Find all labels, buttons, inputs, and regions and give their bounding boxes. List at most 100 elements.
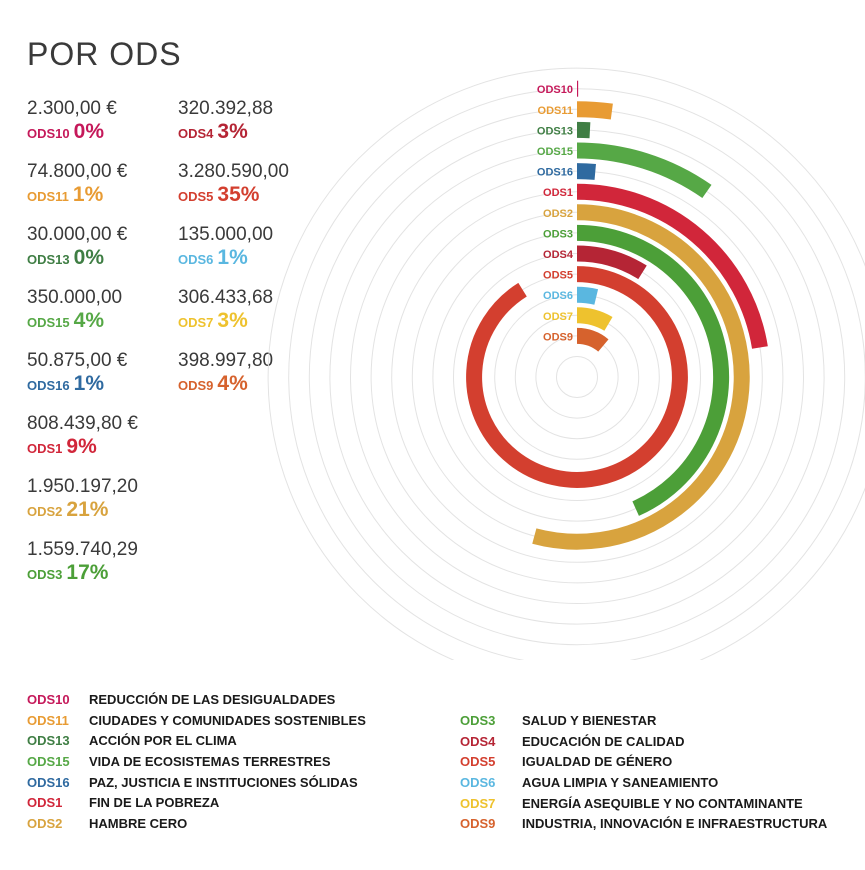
legend-item-ods4: ODS4 EDUCACIÓN DE CALIDAD [460,732,827,753]
stat-code: ODS3 [27,567,63,582]
legend-name: EDUCACIÓN DE CALIDAD [522,733,685,749]
legend-left: ODS10 REDUCCIÓN DE LAS DESIGUALDADES ODS11… [27,690,366,835]
legend-item-ods1: ODS1 FIN DE LA POBREZA [27,793,366,814]
stat-ods4: 320.392,88 ODS4 3% [178,98,328,146]
stat-amount: 2.300,00 € [27,98,117,119]
stat-ods16: 50.875,00 € ODS16 1% [27,350,177,398]
stat-percentage: 17% [66,561,109,584]
stat-code: ODS9 [178,378,214,393]
stat-amount: 350.000,00 [27,287,123,308]
bar-label-ods10: ODS10 [537,84,573,96]
stat-ods9: 398.997,80 ODS9 4% [178,350,328,398]
legend-item-ods6: ODS6 AGUA LIMPIA Y SANEAMIENTO [460,773,827,794]
grid-circle [514,314,640,440]
grid-circle [267,67,865,660]
stat-percentage: 3% [217,309,248,332]
stat-code: ODS2 [27,504,63,519]
stat-amount: 135.000,00 [178,224,274,245]
stat-code: ODS5 [178,189,214,204]
legend-code: ODS6 [460,775,496,791]
legend-name: ENERGÍA ASEQUIBLE Y NO CONTAMINANTE [522,795,803,811]
bar-ods4 [576,245,647,280]
stat-code: ODS11 [27,189,69,204]
legend-right: ODS3 SALUD Y BIENESTAR ODS4 EDUCACIÓN DE CA… [460,711,827,835]
bar-ods9 [576,327,609,352]
stat-amount: 30.000,00 € [27,224,128,245]
legend-item-ods2: ODS2 HAMBRE CERO [27,814,366,835]
legend-code: ODS1 [27,795,63,811]
bar-ods5 [466,266,688,488]
stat-ods1: 808.439,80 € ODS1 9% [27,413,177,461]
legend-name: HAMBRE CERO [89,816,188,832]
stat-code: ODS1 [27,441,63,456]
stat-amount: 3.280.590,00 [178,161,289,182]
legend-code: ODS11 [27,712,69,728]
legend-item-ods3: ODS3 SALUD Y BIENESTAR [460,711,827,732]
stat-ods5: 3.280.590,00 ODS5 35% [178,161,328,209]
legend-name: FIN DE LA POBREZA [89,795,220,811]
bar-label-ods13: ODS13 [537,125,573,137]
legend-item-ods11: ODS11 CIUDADES Y COMUNIDADES SOSTENIBLES [27,711,366,732]
legend-code: ODS2 [27,816,63,832]
bar-label-ods16: ODS16 [537,167,573,179]
legend-code: ODS4 [460,733,496,749]
bar-ods1 [576,183,768,349]
radial-bar-chart: ODS10 ODS11 ODS13 ODS15 ODS16 ODS1 ODS2 ODS3 ODS… [267,67,865,660]
legend-code: ODS13 [27,733,70,749]
legend-code: ODS9 [460,816,496,832]
legend-item-ods5: ODS5 IGUALDAD DE GÉNERO [460,752,827,773]
stat-percentage: 21% [66,498,109,521]
bar-label-ods15: ODS15 [537,146,573,158]
bar-label-ods4: ODS4 [543,249,574,261]
stat-amount: 1.559.740,29 [27,539,138,560]
stat-percentage: 4% [217,372,248,395]
grid-circle [556,356,598,398]
legend-name: IGUALDAD DE GÉNERO [522,754,673,770]
stat-ods3: 1.559.740,29 ODS3 17% [27,539,177,587]
legend-code: ODS15 [27,754,70,770]
stat-amount: 306.433,68 [178,287,274,308]
stat-amount: 320.392,88 [178,98,274,119]
legend-item-ods13: ODS13 ACCIÓN POR EL CLIMA [27,731,366,752]
legend-name: PAZ, JUSTICIA E INSTITUCIONES SÓLIDAS [89,774,358,790]
legend-name: VIDA DE ECOSISTEMAS TERRESTRES [89,754,331,770]
stat-code: ODS16 [27,378,70,393]
stat-ods7: 306.433,68 ODS7 3% [178,287,328,335]
grid-circle [535,335,619,419]
legend-item-ods7: ODS7 ENERGÍA ASEQUIBLE Y NO CONTAMINANTE [460,794,827,815]
stat-ods13: 30.000,00 € ODS13 0% [27,224,177,272]
legend-code: ODS3 [460,713,496,728]
bar-label-ods3: ODS3 [543,228,573,240]
stat-amount: 808.439,80 € [27,413,138,434]
bar-ods6 [576,286,599,305]
bar-ods7 [576,307,613,331]
bar-ods3 [576,224,730,516]
legend-name: SALUD Y BIENESTAR [522,713,657,728]
legend-name: ACCIÓN POR EL CLIMA [89,733,237,749]
stat-percentage: 1% [217,246,248,269]
stat-ods11: 74.800,00 € ODS11 1% [27,161,177,209]
legend-item-ods15: ODS15 VIDA DE ECOSISTEMAS TERRESTRES [27,752,366,773]
legend-code: ODS10 [27,692,70,707]
bar-ods15 [576,142,712,199]
legend-item-ods10: ODS10 REDUCCIÓN DE LAS DESIGUALDADES [27,690,366,711]
bar-label-ods7: ODS7 [543,311,573,323]
stat-code: ODS10 [27,126,70,141]
legend-item-ods16: ODS16 PAZ, JUSTICIA E INSTITUCIONES SÓLID… [27,773,366,794]
stat-ods6: 135.000,00 ODS6 1% [178,224,328,272]
stat-code: ODS13 [27,252,70,267]
grid-circle [308,108,846,646]
stat-percentage: 0% [73,246,104,269]
stat-ods2: 1.950.197,20 ODS2 21% [27,476,177,524]
bar-label-ods5: ODS5 [543,270,573,282]
legend-item-ods9: ODS9 INDUSTRIA, INNOVACIÓN E INFRAESTRUCT… [460,814,827,835]
bar-label-ods2: ODS2 [543,208,573,220]
stat-ods10: 2.300,00 € ODS10 0% [27,98,177,146]
stat-amount: 50.875,00 € [27,350,128,371]
stat-amount: 74.800,00 € [27,161,128,182]
bar-label-ods9: ODS9 [543,331,573,343]
stat-percentage: 1% [72,183,104,206]
stat-amount: 398.997,80 [178,350,274,371]
stat-code: ODS7 [178,315,214,330]
stat-code: ODS6 [178,252,214,267]
